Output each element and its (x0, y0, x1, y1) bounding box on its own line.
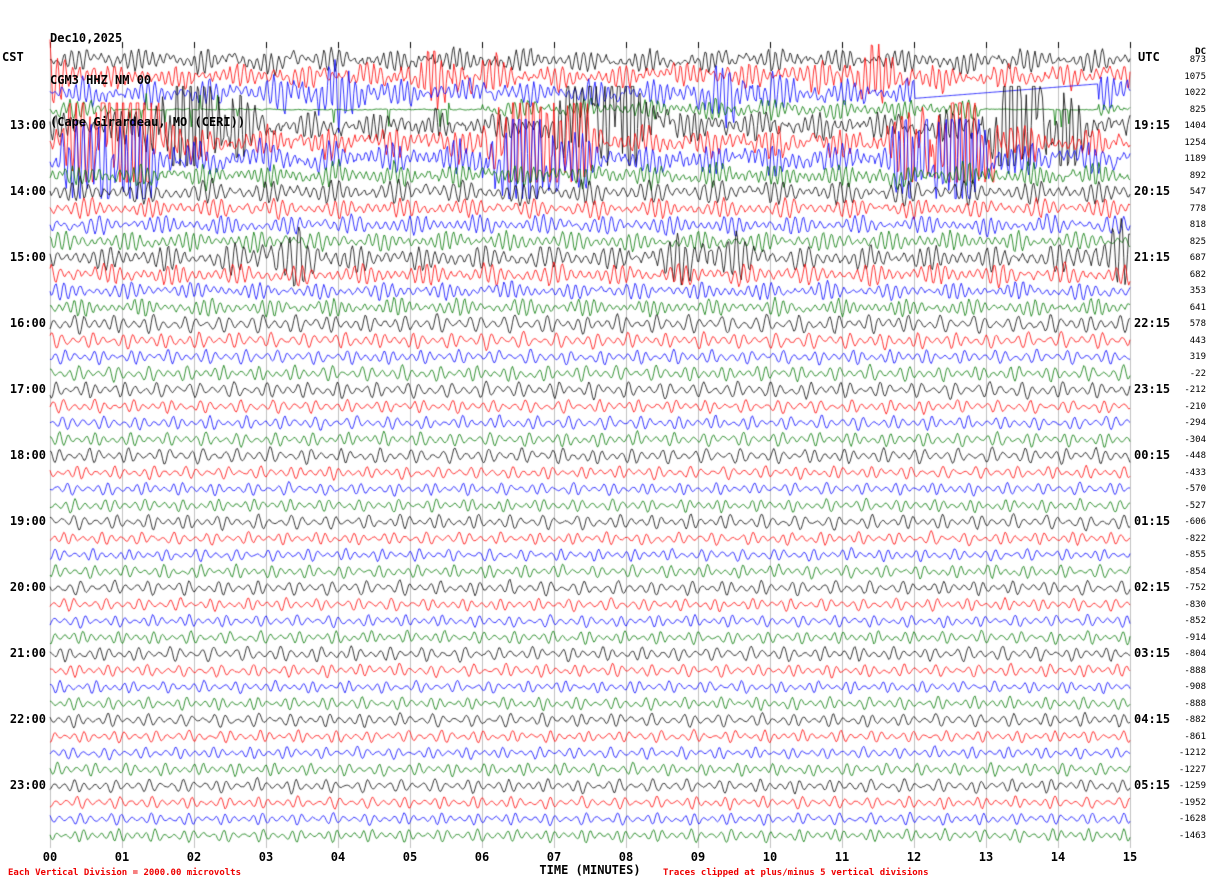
header-location: (Cape Girardeau, MO (CERI)) (50, 115, 246, 129)
x-axis-title: TIME (MINUTES) (539, 863, 641, 877)
header: Dec10,2025 CGM3 HHZ NM 00 (Cape Girardea… (50, 3, 245, 157)
left-axis-title: CST (2, 50, 24, 64)
right-axis-title: UTC (1138, 50, 1160, 64)
dc-axis-title: DC (1195, 47, 1206, 57)
footer-note-left: Each Vertical Division = 2000.00 microvo… (8, 868, 241, 878)
header-date: Dec10,2025 (50, 31, 123, 45)
footer-note-right: Traces clipped at plus/minus 5 vertical … (663, 868, 929, 878)
header-station: CGM3 HHZ NM 00 (50, 73, 152, 87)
